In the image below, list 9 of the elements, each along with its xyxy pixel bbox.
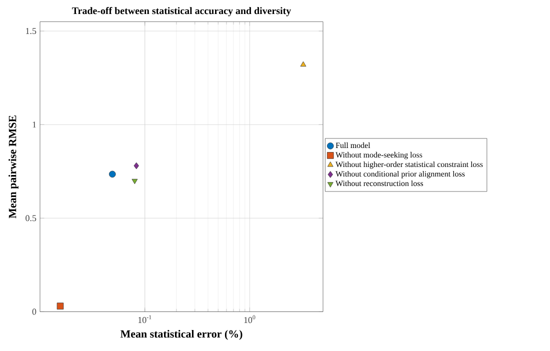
y-tick-label: 1.5 xyxy=(26,28,36,34)
chart-title: Trade-off between statistical accuracy and diversity xyxy=(72,7,292,16)
y-tick-label: 0 xyxy=(32,308,36,315)
x-tick-label: 10$^{-1}$ xyxy=(138,315,152,324)
y-tick-label: 0.5 xyxy=(26,215,36,222)
y-axis-title: Mean pairwise RMSE xyxy=(8,116,18,218)
x-axis-title: Mean statistical error (%) xyxy=(120,330,242,340)
x-tick-label: 10$^{0}$ xyxy=(244,315,256,324)
y-tick-label: 1 xyxy=(32,122,36,128)
